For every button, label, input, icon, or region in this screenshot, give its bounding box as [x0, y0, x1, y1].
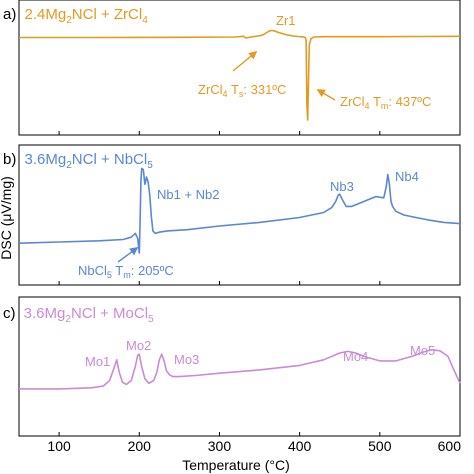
annotation-nb4: Nb4 — [395, 169, 419, 184]
panel-c-title: c) 3.6Mg2NCl + MoCl5 — [3, 305, 154, 325]
x-axis-label: Temperature (°C) — [182, 457, 290, 473]
panel-b-title-part: 3.6Mg — [25, 151, 67, 168]
panel-c-plot — [19, 348, 461, 436]
x-axis: 100 200 300 400 500 600 — [47, 438, 461, 454]
annotation-mo1: Mo1 — [85, 354, 110, 369]
panel-c-title-part: 3.6Mg — [24, 305, 66, 322]
x-tick-label: 200 — [128, 438, 152, 454]
panel-b-title: b) 3.6Mg2NCl + NbCl5 — [3, 151, 153, 171]
panel-a-title-sub: 2 — [66, 15, 72, 26]
arrow-nbcl5-tm — [117, 247, 139, 263]
panel-a-title-part: 2.4Mg — [25, 6, 67, 23]
svg-text:a) 2.4Mg2NCl + ZrCl4: a) 2.4Mg2NCl + ZrCl4 — [3, 6, 148, 26]
panel-c: c) 3.6Mg2NCl + MoCl5 Mo1 Mo2 Mo3 Mo4 Mo5 — [3, 296, 461, 437]
panel-a: a) 2.4Mg2NCl + ZrCl4 Zr1 ZrCl4 Ts: 331ºC… — [3, 0, 461, 136]
panel-c-frame — [18, 296, 461, 437]
panel-c-title-sub: 5 — [148, 314, 154, 325]
x-tick-label: 500 — [368, 438, 392, 454]
panel-a-annotations: Zr1 ZrCl4 Ts: 331ºC ZrCl4 Tm: 437ºC — [198, 13, 431, 111]
panel-b-title-sub: 5 — [147, 160, 153, 171]
annotation-mo4: Mo4 — [343, 349, 368, 364]
annotation-nbcl5-tm: NbCl5 Tm: 205ºC — [78, 263, 174, 280]
panel-a-title-sub: 4 — [142, 15, 148, 26]
panel-b-letter: b) — [3, 151, 16, 168]
annotation-nb1-nb2: Nb1 + Nb2 — [157, 187, 220, 202]
series-line-3-1 — [19, 348, 461, 390]
x-tick-label: 600 — [438, 438, 462, 454]
arrow-zrcl4-tm — [316, 89, 336, 101]
annotation-mo2: Mo2 — [126, 338, 151, 353]
annotation-nb3: Nb3 — [330, 179, 354, 194]
x-tick-label: 100 — [47, 438, 71, 454]
svg-text:c) 3.6Mg2NCl + MoCl5: c) 3.6Mg2NCl + MoCl5 — [3, 305, 154, 325]
panel-c-title-part: NCl + MoCl — [71, 305, 148, 322]
annotation-mo5: Mo5 — [410, 343, 435, 358]
panel-a-plot — [19, 29, 461, 135]
svg-text:b) 3.6Mg2NCl + NbCl5: b) 3.6Mg2NCl + NbCl5 — [3, 151, 153, 171]
panel-b-plot — [18, 167, 461, 285]
panel-c-title-sub: 2 — [65, 314, 71, 325]
series-line-1-1 — [19, 29, 461, 121]
x-tick-label: 400 — [288, 438, 312, 454]
series-line-2-1 — [18, 167, 461, 254]
annotation-zrcl4-tm: ZrCl4 Tm: 437ºC — [340, 94, 431, 111]
annotation-mo3: Mo3 — [174, 352, 199, 367]
panel-b: b) 3.6Mg2NCl + NbCl5 Nb1 + Nb2 Nb3 Nb4 N… — [3, 144, 461, 286]
x-tick-label: 300 — [208, 438, 232, 454]
panel-b-frame — [18, 144, 461, 286]
annotation-zr1: Zr1 — [276, 13, 296, 28]
panel-b-title-part: NCl + NbCl — [72, 151, 147, 168]
panel-b-title-sub: 2 — [66, 160, 72, 171]
panel-a-frame — [18, 0, 461, 136]
panel-a-title: a) 2.4Mg2NCl + ZrCl4 — [3, 6, 148, 26]
panel-c-letter: c) — [3, 305, 16, 322]
panel-a-letter: a) — [3, 6, 16, 23]
annotation-zrcl4-ts: ZrCl4 Ts: 331ºC — [198, 82, 286, 99]
panel-b-annotations: Nb1 + Nb2 Nb3 Nb4 NbCl5 Tm: 205ºC — [78, 169, 419, 280]
panel-c-annotations: Mo1 Mo2 Mo3 Mo4 Mo5 — [85, 338, 435, 369]
arrow-zrcl4-ts — [232, 50, 258, 72]
y-axis-label: DSC (μV/mg) — [0, 176, 14, 260]
panel-a-title-part: NCl + ZrCl — [72, 6, 142, 23]
